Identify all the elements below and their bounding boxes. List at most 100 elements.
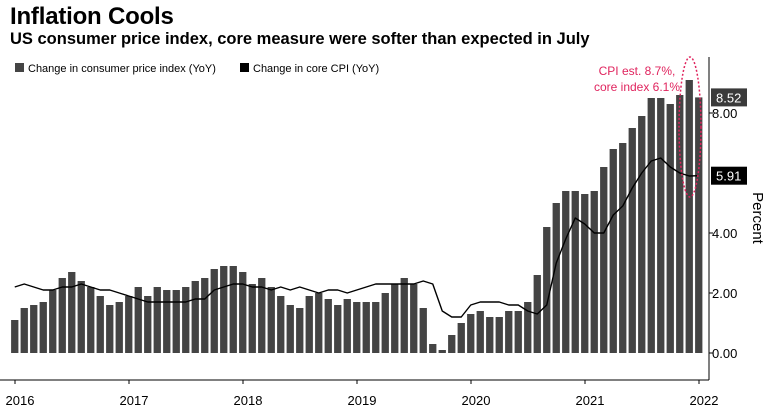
cpi-bar: [201, 278, 209, 353]
core-cpi-line-group: [14, 157, 699, 318]
cpi-bar: [457, 323, 465, 353]
cpi-bar: [324, 299, 332, 353]
cpi-bar: [305, 296, 313, 353]
cpi-bar: [115, 302, 123, 353]
cpi-bar: [514, 311, 522, 353]
annotation-line-1: CPI est. 8.7%,: [599, 64, 676, 78]
cpi-bar: [495, 317, 503, 353]
cpi-bar: [172, 290, 180, 353]
cpi-bar: [96, 296, 104, 353]
cpi-bar: [695, 97, 703, 354]
cpi-bar: [628, 128, 636, 353]
core-last-value-label: 5.91: [716, 169, 741, 184]
cpi-bar: [467, 314, 475, 353]
x-tick-label: 2018: [234, 393, 263, 408]
cpi-bar: [448, 335, 456, 353]
cpi-last-value-box: [711, 88, 747, 107]
cpi-bar: [210, 269, 218, 353]
cpi-bar: [39, 302, 47, 353]
legend: Change in consumer price index (YoY) Cha…: [15, 63, 379, 75]
cpi-bar: [11, 320, 19, 353]
cpi-bar: [20, 308, 28, 353]
cpi-bar: [429, 344, 437, 353]
cpi-bar: [524, 302, 532, 353]
y-tick-label: 8.00: [712, 106, 737, 121]
x-tick-label: 2019: [348, 393, 377, 408]
cpi-bar: [144, 296, 152, 353]
cpi-bar: [657, 98, 665, 353]
core-last-value-box: [711, 166, 747, 185]
cpi-bar: [296, 308, 304, 353]
cpi-bar: [68, 272, 76, 353]
annotation-ellipse: [678, 56, 702, 198]
y-axis-label: Percent: [749, 192, 766, 245]
cpi-bar: [486, 317, 494, 353]
cpi-bar: [476, 311, 484, 353]
cpi-bar: [229, 266, 237, 353]
cpi-bar: [638, 116, 646, 353]
x-tick-label: 2020: [462, 393, 491, 408]
cpi-bar: [647, 98, 655, 353]
cpi-bar: [239, 272, 247, 353]
cpi-bar: [163, 290, 171, 353]
cpi-bar: [362, 302, 370, 353]
legend-swatch-cpi: [15, 63, 24, 72]
cpi-bar: [134, 287, 142, 353]
cpi-bar: [106, 305, 114, 353]
cpi-bar: [410, 284, 418, 353]
y-tick-label: 4.00: [712, 226, 737, 241]
cpi-bar: [220, 266, 228, 353]
cpi-bar: [343, 299, 351, 353]
cpi-bar: [400, 278, 408, 353]
cpi-bar: [685, 80, 693, 353]
cpi-bar: [381, 293, 389, 353]
cpi-bar: [562, 191, 570, 353]
x-tick-label: 2016: [6, 393, 35, 408]
cpi-bar: [543, 227, 551, 353]
cpi-bar: [334, 305, 342, 353]
cpi-bar: [438, 350, 446, 353]
x-tick-label: 2022: [690, 393, 719, 408]
cpi-bar: [600, 167, 608, 353]
cpi-bar: [581, 194, 589, 353]
y-tick-label: 0.00: [712, 346, 737, 361]
cpi-bar: [58, 278, 66, 353]
chart-subtitle: US consumer price index, core measure we…: [10, 30, 590, 48]
value-callouts: 8.52 5.91: [711, 88, 747, 185]
core-cpi-line: [14, 157, 699, 318]
cpi-bar: [267, 287, 275, 353]
cpi-bar: [286, 305, 294, 353]
y-tick-label: 2.00: [712, 286, 737, 301]
cpi-last-value-label: 8.52: [716, 90, 741, 105]
cpi-bar: [315, 293, 323, 353]
x-axis: 2016 2017 2018 2019 2020 2021 2022: [0, 379, 719, 408]
cpi-bar: [419, 308, 427, 353]
legend-label-cpi: Change in consumer price index (YoY): [28, 63, 216, 75]
cpi-bar: [182, 287, 190, 353]
annotation-line-2: core index 6.1%: [594, 80, 680, 94]
cpi-bar: [391, 284, 399, 353]
cpi-bar: [248, 284, 256, 353]
legend-swatch-core: [240, 63, 249, 72]
cpi-bar: [353, 302, 361, 353]
cpi-bar: [125, 296, 133, 353]
chart-title: Inflation Cools: [10, 3, 174, 30]
estimate-annotation: CPI est. 8.7%, core index 6.1%: [594, 56, 702, 198]
cpi-bar: [619, 143, 627, 353]
legend-label-core: Change in core CPI (YoY): [253, 63, 379, 75]
cpi-bar: [372, 302, 380, 353]
cpi-bar: [571, 191, 579, 353]
cpi-bar: [676, 95, 684, 353]
cpi-bar: [49, 290, 57, 353]
cpi-bar: [258, 278, 266, 353]
cpi-bar: [609, 149, 617, 353]
x-tick-label: 2021: [576, 393, 605, 408]
cpi-bar: [77, 281, 85, 353]
cpi-bar: [505, 311, 513, 353]
x-tick-label: 2017: [120, 393, 149, 408]
cpi-bar: [153, 287, 161, 353]
cpi-bar: [552, 203, 560, 353]
y-axis: 0.00 2.00 4.00 8.00: [708, 57, 737, 380]
cpi-bar: [191, 281, 199, 353]
